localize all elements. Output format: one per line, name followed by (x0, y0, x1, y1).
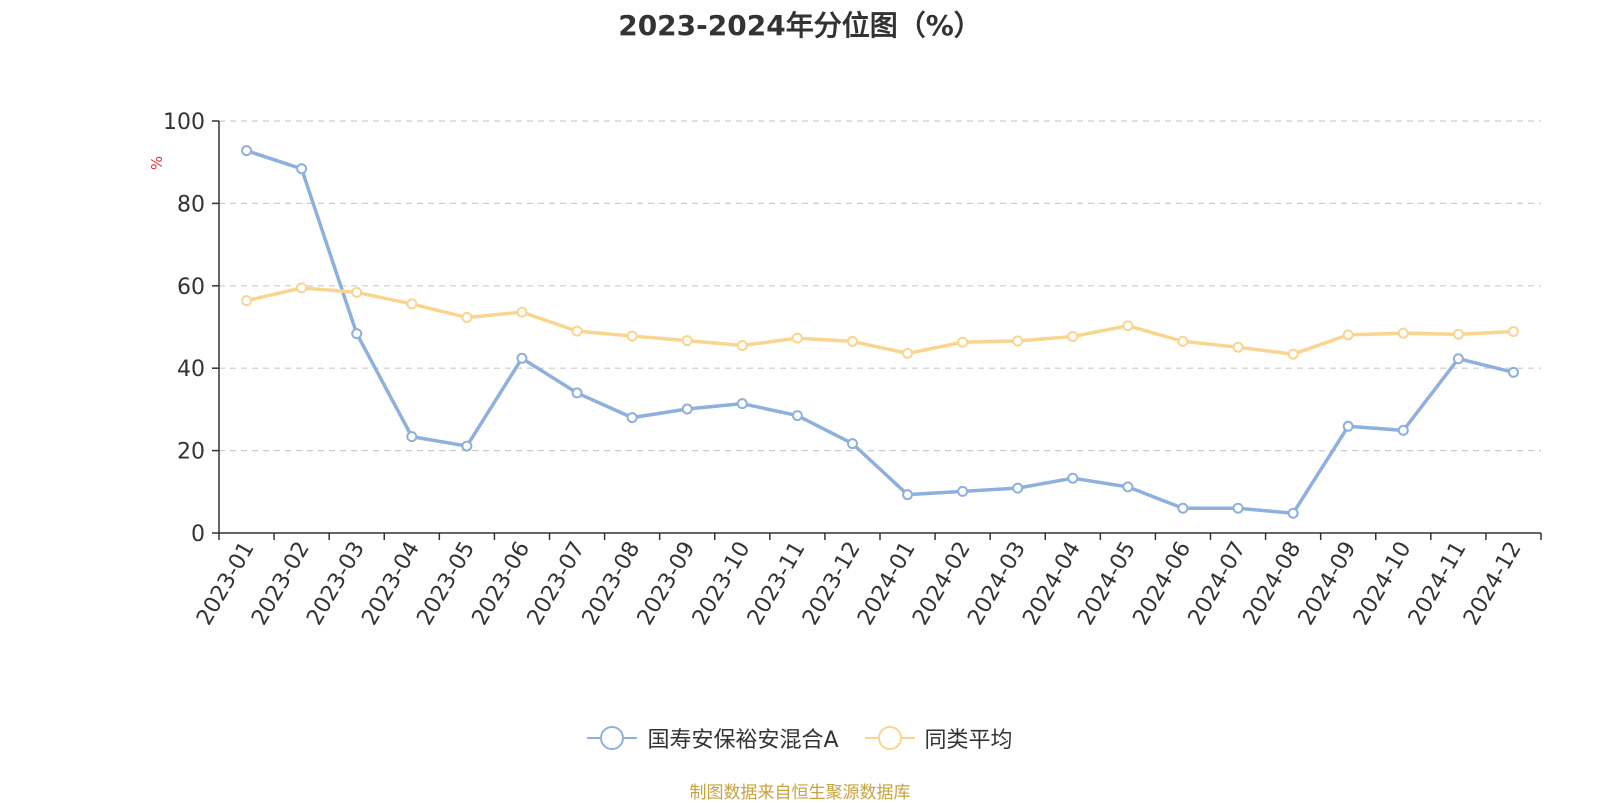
data-point-average[interactable] (571, 325, 583, 337)
data-point-average[interactable] (902, 347, 914, 359)
data-point-fund[interactable] (791, 410, 803, 422)
data-point-fund[interactable] (1122, 481, 1134, 493)
data-point-fund[interactable] (1452, 353, 1464, 365)
legend-item-fund[interactable]: 国寿安保裕安混合A (587, 722, 839, 754)
axis-layer: 020406080100%2023-012023-022023-032023-0… (148, 110, 1542, 630)
data-point-average[interactable] (1507, 326, 1519, 338)
source-note: 制图数据来自恒生聚源数据库 (689, 783, 911, 803)
data-point-average[interactable] (241, 295, 253, 307)
legend-label-average: 同类平均 (924, 728, 1013, 753)
data-point-fund[interactable] (1287, 507, 1299, 519)
data-point-average[interactable] (296, 282, 308, 294)
series-line-average (246, 286, 1514, 356)
data-point-average[interactable] (1012, 335, 1024, 347)
data-point-fund[interactable] (241, 145, 253, 157)
data-point-fund[interactable] (626, 412, 638, 424)
data-point-fund[interactable] (1507, 366, 1519, 378)
data-point-fund[interactable] (1232, 502, 1244, 514)
data-point-fund[interactable] (736, 398, 748, 410)
data-point-average[interactable] (1342, 329, 1354, 341)
legend-item-category-average[interactable]: 同类平均 (864, 722, 1013, 754)
y-tick-label: 20 (177, 440, 205, 465)
data-point-average[interactable] (736, 340, 748, 352)
chart-title: 2023-2024年分位图（%） (618, 9, 982, 42)
y-tick-label: 80 (177, 192, 205, 217)
legend: 国寿安保裕安混合A 同类平均 (0, 722, 1600, 754)
data-point-fund[interactable] (846, 438, 858, 450)
grid-layer (219, 120, 1541, 452)
series-line-fund (245, 149, 1514, 515)
data-point-average[interactable] (1232, 341, 1244, 353)
data-point-average[interactable] (846, 335, 858, 347)
data-point-fund[interactable] (681, 403, 693, 415)
legend-swatch-average-icon (864, 726, 915, 750)
data-point-fund[interactable] (1177, 502, 1189, 514)
data-point-average[interactable] (1452, 328, 1464, 340)
y-tick-label: 60 (177, 275, 205, 300)
data-point-fund[interactable] (296, 163, 308, 175)
y-tick-label: 100 (163, 110, 205, 135)
data-point-average[interactable] (1397, 327, 1409, 339)
data-point-average[interactable] (1067, 330, 1079, 342)
data-point-fund[interactable] (461, 440, 473, 452)
data-point-fund[interactable] (571, 387, 583, 399)
data-point-average[interactable] (461, 312, 473, 324)
data-point-fund[interactable] (957, 485, 969, 497)
data-point-fund[interactable] (406, 431, 418, 443)
y-tick-label: 0 (191, 522, 205, 547)
data-point-average[interactable] (351, 286, 363, 298)
data-point-average[interactable] (1287, 348, 1299, 360)
data-point-average[interactable] (681, 335, 693, 347)
data-point-fund[interactable] (351, 328, 363, 340)
series-layer (241, 145, 1519, 519)
legend-label-fund: 国寿安保裕安混合A (647, 728, 839, 753)
data-point-fund[interactable] (516, 352, 528, 364)
data-point-fund[interactable] (1397, 424, 1409, 436)
data-point-average[interactable] (626, 330, 638, 342)
y-axis-label: % (148, 156, 166, 170)
data-point-fund[interactable] (1067, 472, 1079, 484)
data-point-fund[interactable] (1012, 482, 1024, 494)
legend-swatch-fund-icon (587, 726, 638, 750)
y-tick-label: 40 (177, 357, 205, 382)
data-point-average[interactable] (1177, 335, 1189, 347)
data-point-average[interactable] (791, 332, 803, 344)
data-point-average[interactable] (957, 336, 969, 348)
data-point-average[interactable] (406, 298, 418, 310)
data-point-average[interactable] (516, 306, 528, 318)
data-point-fund[interactable] (1342, 420, 1354, 432)
data-point-fund[interactable] (902, 489, 914, 501)
data-point-average[interactable] (1122, 320, 1134, 332)
